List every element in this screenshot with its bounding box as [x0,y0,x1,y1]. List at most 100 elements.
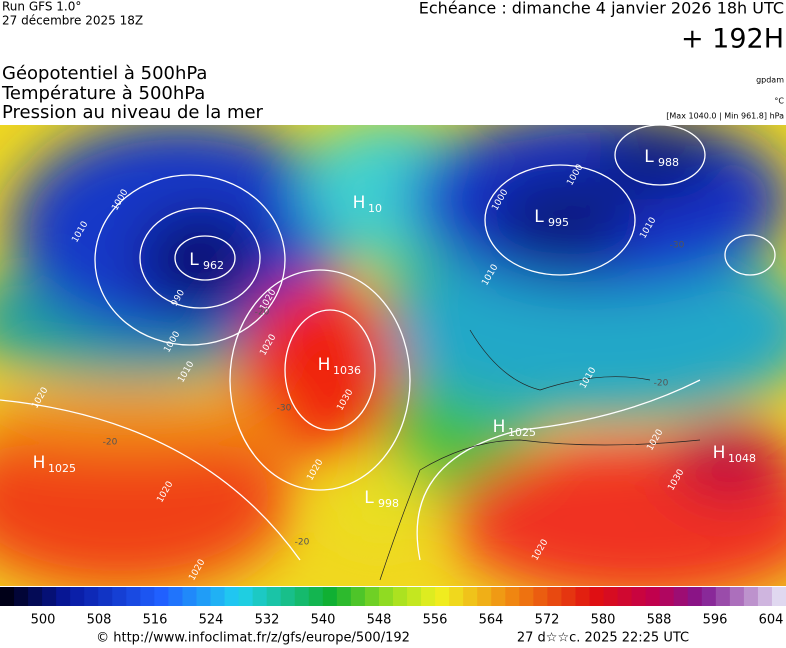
center-value: 1048 [728,452,756,465]
scale-label: 556 [423,613,448,628]
color-swatch [743,587,759,606]
center-letter: L [644,147,654,167]
color-swatch [224,587,240,606]
scale-label: 580 [591,613,616,628]
temperature-label: -20 [103,438,118,448]
color-swatch [673,587,689,606]
temperature-label: -20 [255,308,270,318]
center-letter: L [534,207,544,227]
color-swatch [210,587,226,606]
scale-label: 564 [479,613,504,628]
color-swatch [0,587,15,606]
color-swatch [701,587,717,606]
color-swatch [505,587,520,606]
center-letter: H [493,417,506,437]
run-date: 27 décembre 2025 18Z [2,14,143,28]
scale-label: 500 [31,613,56,628]
color-swatch [393,587,408,606]
unit: °C [774,97,784,106]
temperature-label: -30 [670,241,685,251]
scale-label: 524 [199,613,224,628]
color-swatch [280,587,296,606]
color-swatch [238,587,254,606]
color-swatch [491,587,506,606]
center-value: 962 [203,259,224,272]
field: Pression au niveau de la mer [2,102,264,123]
color-swatch [378,587,394,606]
center-value: 988 [658,156,679,169]
scale-label: 588 [647,613,672,628]
field: Température à 500hPa [1,83,205,104]
color-swatch [140,587,155,606]
run: Run GFS 1.0° [2,0,81,14]
color-swatch [435,587,450,606]
color-swatch [196,587,212,606]
color-swatch [463,587,478,606]
color-swatch [547,587,562,606]
color-swatch [715,587,731,606]
temperature-label: -20 [295,538,310,548]
color-swatch [575,587,590,606]
color-swatch [84,587,99,606]
color-swatch [14,587,29,606]
color-swatch [336,587,352,606]
color-swatch [252,587,268,606]
color-swatch [322,587,338,606]
color-swatch [589,587,605,606]
center-letter: H [33,453,46,473]
color-swatch [350,587,366,606]
center-value: 1025 [508,426,536,439]
unit: gpdam [756,76,784,85]
lead-time: + 192H [681,24,784,55]
center-value: 1025 [48,462,76,475]
color-swatch [308,587,324,606]
color-swatch [631,587,647,606]
color-swatch [449,587,464,606]
color-swatch [126,587,141,606]
scale-label: 572 [535,613,560,628]
color-swatch [98,587,113,606]
center-value: 1036 [333,364,361,377]
color-swatch [407,587,422,606]
color-swatch [168,587,183,606]
source: © http://www.infoclimat.fr/z/gfs/europe/… [96,631,410,646]
color-swatch [771,587,786,606]
unit: [Max 1040.0 | Min 961.8] hPa [666,112,784,121]
color-swatch [729,587,745,606]
color-swatch [645,587,661,606]
color-swatch [70,587,85,606]
center-value: 995 [548,216,569,229]
color-swatch [617,587,633,606]
center-letter: L [364,488,374,508]
color-swatch [42,587,57,606]
color-swatch [182,587,197,606]
color-swatch [364,587,380,606]
valid-time: Echéance : dimanche 4 janvier 2026 18h U… [419,0,784,18]
center-letter: H [713,443,726,463]
color-swatch [757,587,773,606]
center-letter: L [189,250,199,270]
field: Géopotentiel à 500hPa [2,63,207,84]
center-value: 998 [378,497,399,510]
temperature-label: -20 [654,379,669,389]
color-swatch [477,587,492,606]
color-swatch [659,587,675,606]
color-swatch [421,587,436,606]
color-swatch [533,587,548,606]
center-letter: H [318,355,331,375]
temperature-label: -30 [277,404,292,414]
scale-label: 548 [367,613,392,628]
color-swatch [519,587,534,606]
scale-label: 604 [759,613,784,628]
color-swatch [294,587,310,606]
scale-label: 516 [143,613,168,628]
scale-label: 508 [87,613,112,628]
color-swatch [603,587,619,606]
scale-label: 540 [311,613,336,628]
generated: 27 d☆☆c. 2025 22:25 UTC [517,631,689,646]
center-value: 10 [368,202,382,215]
center-letter: H [353,193,366,213]
color-swatch [687,587,703,606]
